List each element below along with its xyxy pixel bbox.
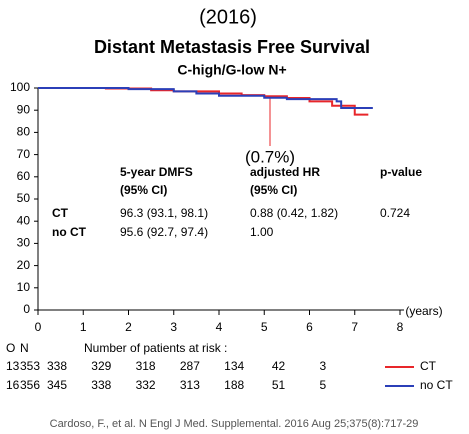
x-tick-label: 8 <box>397 320 404 334</box>
legend-label: no CT <box>420 378 453 392</box>
x-tick-label: 4 <box>216 320 223 334</box>
y-tick-label: 90 <box>17 102 31 116</box>
table-cell: 0.88 (0.42, 1.82) <box>250 206 338 220</box>
table-header: adjusted HR <box>250 165 320 179</box>
table-cell: 1.00 <box>250 225 274 239</box>
y-tick-label: 10 <box>17 280 31 294</box>
x-tick-label: 2 <box>125 320 132 334</box>
table-cell: 96.3 (93.1, 98.1) <box>120 206 208 220</box>
table-cell: 0.724 <box>380 206 410 220</box>
y-tick-label: 40 <box>17 213 31 227</box>
footer: Cardoso, F., et al. N Engl J Med. Supple… <box>50 418 419 430</box>
y-tick-label: 70 <box>17 147 31 161</box>
risk-column-header: N <box>20 341 29 355</box>
table-header: (95% CI) <box>250 183 297 197</box>
table-row-label: no CT <box>52 225 87 239</box>
risk-count: 287 <box>180 359 200 373</box>
annotation: (0.7%) <box>245 147 295 166</box>
y-tick-label: 20 <box>17 258 31 272</box>
risk-table-title: Number of patients at risk : <box>84 341 227 355</box>
survival-curve <box>38 87 373 109</box>
risk-count: 338 <box>47 359 67 373</box>
y-tick-label: 50 <box>17 191 31 205</box>
risk-count: 345 <box>47 378 67 392</box>
risk-count: 5 <box>319 378 326 392</box>
x-tick-label: 5 <box>261 320 268 334</box>
table-cell: 95.6 (92.7, 97.4) <box>120 225 208 239</box>
risk-count: 42 <box>272 359 286 373</box>
x-tick-label: 6 <box>306 320 313 334</box>
table-header: (95% CI) <box>120 183 167 197</box>
risk-count: 329 <box>91 359 111 373</box>
x-axis-label: (years) <box>405 304 442 318</box>
risk-number: 353 <box>20 359 40 373</box>
y-tick-label: 60 <box>17 169 31 183</box>
chart-title: Distant Metastasis Free Survival <box>94 37 370 57</box>
risk-count: 338 <box>91 378 111 392</box>
x-tick-label: 0 <box>35 320 42 334</box>
legend-label: CT <box>420 359 437 373</box>
risk-number: 356 <box>20 378 40 392</box>
y-tick-label: 0 <box>23 302 30 316</box>
table-header: p-value <box>380 165 422 179</box>
x-tick-label: 7 <box>351 320 358 334</box>
risk-count: 51 <box>272 378 286 392</box>
risk-count: 134 <box>224 359 244 373</box>
survival-curve <box>38 87 369 116</box>
y-tick-label: 80 <box>17 125 31 139</box>
x-tick-label: 3 <box>170 320 177 334</box>
risk-events: 13 <box>6 359 20 373</box>
risk-count: 3 <box>319 359 326 373</box>
chart-subtitle: C-high/G-low N+ <box>177 62 286 78</box>
year-label: (2016) <box>199 6 257 28</box>
y-tick-label: 100 <box>10 80 30 94</box>
x-tick-label: 1 <box>80 320 87 334</box>
risk-column-header: O <box>6 341 15 355</box>
y-tick-label: 30 <box>17 236 31 250</box>
risk-count: 318 <box>136 359 156 373</box>
risk-count: 332 <box>136 378 156 392</box>
risk-count: 313 <box>180 378 200 392</box>
table-row-label: CT <box>52 206 69 220</box>
risk-count: 188 <box>224 378 244 392</box>
table-header: 5-year DMFS <box>120 165 193 179</box>
risk-events: 16 <box>6 378 20 392</box>
